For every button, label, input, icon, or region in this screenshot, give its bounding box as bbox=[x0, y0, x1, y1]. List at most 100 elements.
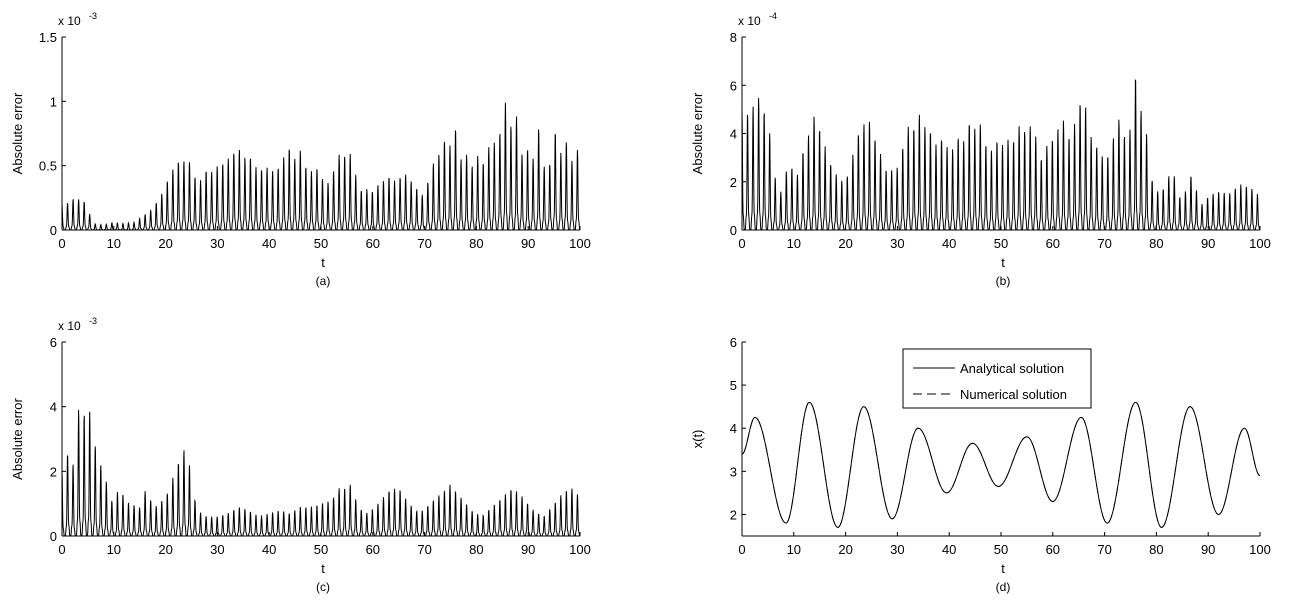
subplot-caption: (a) bbox=[316, 274, 331, 288]
y-axis-label: Absolute error bbox=[690, 92, 705, 174]
subplot-caption: (c) bbox=[316, 580, 330, 594]
x-tick-label: 50 bbox=[994, 236, 1008, 251]
x-tick-label: 30 bbox=[890, 542, 904, 557]
y-ticks: 0 0.5 1 1.5 bbox=[39, 30, 66, 238]
x-tick-label: 60 bbox=[1046, 236, 1060, 251]
y-tick-label: 6 bbox=[50, 335, 57, 350]
x-axis-label: t bbox=[1001, 255, 1005, 270]
x-tick-label: 20 bbox=[158, 236, 172, 251]
x-tick-label: 0 bbox=[738, 542, 745, 557]
axis-scale-exponent: -4 bbox=[769, 11, 777, 21]
x-tick-label: 20 bbox=[158, 542, 172, 557]
x-tick-label: 80 bbox=[469, 542, 483, 557]
subplot-b: 0 10 20 30 40 50 60 70 80 90 100 0 2 4 6 8x 10 -4 t (b) Abs… bbox=[690, 11, 1271, 288]
x-tick-label: 20 bbox=[838, 542, 852, 557]
x-tick-label: 40 bbox=[262, 236, 276, 251]
y-tick-label: 6 bbox=[730, 335, 737, 350]
x-tick-label: 80 bbox=[1149, 236, 1163, 251]
y-tick-label: 3 bbox=[730, 464, 737, 479]
y-tick-label: 4 bbox=[730, 421, 737, 436]
x-tick-label: 0 bbox=[58, 542, 65, 557]
y-tick-label: 0 bbox=[730, 223, 737, 238]
x-tick-label: 90 bbox=[1201, 236, 1215, 251]
x-ticks: 0 10 20 30 40 50 60 70 80 90 100 bbox=[58, 226, 591, 251]
axis-scale-exponent: -3 bbox=[89, 316, 97, 326]
y-tick-label: 8 bbox=[730, 30, 737, 45]
legend-box bbox=[902, 348, 1092, 409]
x-tick-label: 100 bbox=[1249, 542, 1271, 557]
y-tick-label: 1 bbox=[50, 94, 57, 109]
x-tick-label: 40 bbox=[262, 542, 276, 557]
x-tick-label: 30 bbox=[210, 236, 224, 251]
x-axis-label: t bbox=[321, 255, 325, 270]
x-tick-label: 20 bbox=[838, 236, 852, 251]
x-ticks: 0 10 20 30 40 50 60 70 80 90 100 bbox=[738, 226, 1271, 251]
x-tick-label: 70 bbox=[1097, 236, 1111, 251]
x-axis-label: t bbox=[321, 561, 325, 576]
x-tick-label: 50 bbox=[314, 236, 328, 251]
series-line-0 bbox=[61, 410, 581, 537]
y-axis-label: Absolute error bbox=[10, 398, 25, 480]
legend-label: Analytical solution bbox=[960, 361, 1064, 376]
x-tick-label: 10 bbox=[787, 542, 801, 557]
x-tick-label: 60 bbox=[1046, 542, 1060, 557]
y-ticks: 2 3 4 5 6 bbox=[730, 335, 746, 522]
subplot-caption: (d) bbox=[996, 580, 1011, 594]
x-tick-label: 60 bbox=[366, 542, 380, 557]
x-ticks: 0 10 20 30 40 50 60 70 80 90 100 bbox=[738, 532, 1271, 557]
x-tick-label: 100 bbox=[1249, 236, 1271, 251]
x-axis-label: t bbox=[1001, 561, 1005, 576]
y-axis-label: x(t) bbox=[690, 430, 705, 449]
series-line-0 bbox=[741, 79, 1261, 231]
y-tick-label: 4 bbox=[730, 127, 737, 142]
x-tick-label: 100 bbox=[569, 236, 591, 251]
x-tick-label: 30 bbox=[890, 236, 904, 251]
axis-scale-label: x 10 bbox=[738, 14, 761, 28]
series-line-numerical-solution bbox=[741, 401, 1261, 528]
x-tick-label: 70 bbox=[1097, 542, 1111, 557]
y-tick-label: 4 bbox=[50, 400, 57, 415]
x-tick-label: 0 bbox=[738, 236, 745, 251]
axis-scale-exponent: -3 bbox=[89, 11, 97, 21]
y-ticks: 0 2 4 6 8 bbox=[730, 30, 746, 238]
subplot-a: 0 10 20 30 40 50 60 70 80 90 100 0 0.5 1 1.5x 10 -3 t (a)… bbox=[10, 11, 591, 288]
x-tick-label: 90 bbox=[521, 236, 535, 251]
y-tick-label: 1.5 bbox=[39, 30, 57, 45]
x-tick-label: 90 bbox=[1201, 542, 1215, 557]
x-tick-label: 100 bbox=[569, 542, 591, 557]
y-tick-label: 2 bbox=[730, 175, 737, 190]
x-tick-label: 10 bbox=[107, 542, 121, 557]
x-tick-label: 80 bbox=[1149, 542, 1163, 557]
y-tick-label: 2 bbox=[730, 507, 737, 522]
x-tick-label: 10 bbox=[107, 236, 121, 251]
x-tick-label: 10 bbox=[787, 236, 801, 251]
x-tick-label: 70 bbox=[417, 542, 431, 557]
x-tick-label: 40 bbox=[942, 236, 956, 251]
series-line-analytical-solution bbox=[741, 401, 1261, 528]
x-tick-label: 90 bbox=[521, 542, 535, 557]
x-tick-label: 60 bbox=[366, 236, 380, 251]
y-ticks: 0 2 4 6 bbox=[50, 335, 66, 544]
x-tick-label: 0 bbox=[58, 236, 65, 251]
x-tick-label: 80 bbox=[469, 236, 483, 251]
x-tick-label: 30 bbox=[210, 542, 224, 557]
legend: Analytical solution Numerical solution bbox=[902, 348, 1092, 409]
y-tick-label: 6 bbox=[730, 78, 737, 93]
y-tick-label: 0 bbox=[50, 529, 57, 544]
subplot-caption: (b) bbox=[996, 274, 1011, 288]
y-tick-label: 5 bbox=[730, 378, 737, 393]
y-tick-label: 0.5 bbox=[39, 159, 57, 174]
axis-scale-label: x 10 bbox=[58, 319, 81, 333]
x-tick-label: 70 bbox=[417, 236, 431, 251]
series-line-0 bbox=[61, 102, 581, 231]
x-tick-label: 40 bbox=[942, 542, 956, 557]
subplot-d: 0 10 20 30 40 50 60 70 80 90 100 2 3 4 5 6 t (d) x(t) Analy… bbox=[690, 335, 1271, 594]
y-tick-label: 2 bbox=[50, 464, 57, 479]
x-ticks: 0 10 20 30 40 50 60 70 80 90 100 bbox=[58, 532, 591, 557]
y-tick-label: 0 bbox=[50, 223, 57, 238]
x-tick-label: 50 bbox=[314, 542, 328, 557]
subplot-c: 0 10 20 30 40 50 60 70 80 90 100 0 2 4 6x 10 -3 t (c) Abso… bbox=[10, 316, 591, 594]
x-tick-label: 50 bbox=[994, 542, 1008, 557]
axis-scale-label: x 10 bbox=[58, 14, 81, 28]
